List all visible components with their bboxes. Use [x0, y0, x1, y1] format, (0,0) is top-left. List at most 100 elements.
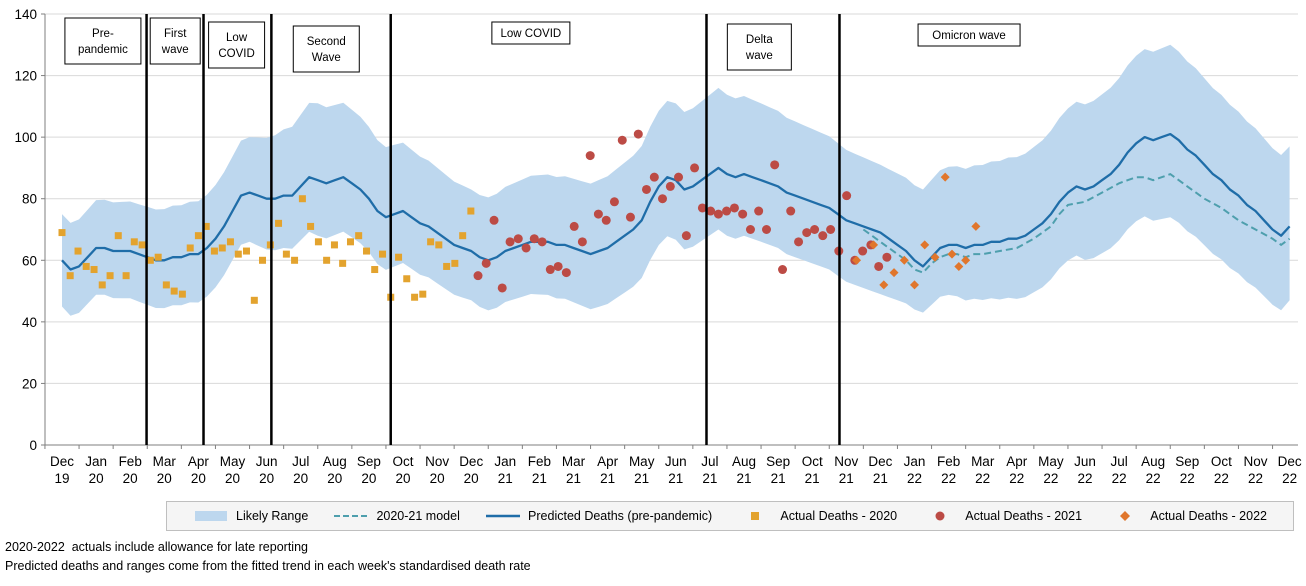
actual-2021-marker [674, 172, 684, 182]
y-tick-label: 40 [22, 315, 37, 330]
actual-2021-marker [826, 225, 836, 234]
x-tick-label: Jun 20 [256, 454, 278, 486]
actual-2021-marker [818, 231, 828, 241]
actual-2020-marker [82, 262, 90, 270]
actual-2020-marker [451, 259, 459, 267]
actual-2021-marker [569, 221, 579, 231]
period-label-box [208, 21, 266, 69]
legend-item: Actual Deaths - 2020 [737, 509, 897, 523]
actual-2020-marker [307, 222, 315, 230]
actual-2020-marker [330, 241, 338, 249]
actual-2020-marker [259, 256, 267, 264]
actual-2022-marker [869, 240, 879, 250]
x-tick-label: Dec 19 [50, 454, 74, 486]
actual-2021-marker [794, 237, 804, 247]
x-tick-label: Jun 22 [1074, 454, 1096, 486]
x-tick-label: Nov 21 [834, 454, 858, 486]
actual-2020-marker [202, 222, 210, 230]
period-label: Low COVID [218, 32, 254, 60]
actual-2021-marker [738, 209, 748, 219]
actual-2020-marker [58, 229, 66, 237]
actual-2020-marker [154, 253, 162, 261]
actual-2020-marker [411, 293, 419, 301]
actual-2020-marker [114, 232, 122, 240]
actual-2020-marker [162, 281, 170, 289]
x-tick-label: Oct 22 [1211, 454, 1232, 486]
actual-2020-marker [291, 256, 299, 264]
period-label: Second Wave [307, 36, 346, 64]
period-label: Omicron wave [932, 30, 1006, 42]
x-tick-label: Dec 20 [459, 454, 483, 486]
period-label-box [491, 21, 571, 45]
actual-2020-marker [90, 266, 98, 274]
x-tick-label: Jul 22 [1110, 454, 1127, 486]
actual-2020-marker [106, 272, 114, 280]
y-tick-label: 60 [22, 253, 37, 268]
x-tick-label: Jan 21 [494, 454, 516, 486]
period-label-box [64, 17, 142, 65]
actual-2022-marker [930, 252, 940, 262]
actual-2021-marker [633, 129, 643, 139]
actual-2021-marker [649, 172, 659, 182]
actual-2020-marker [314, 238, 322, 246]
actual-2021-marker [593, 209, 603, 219]
actual-2021-marker [770, 160, 780, 170]
legend-label: Actual Deaths - 2022 [1150, 509, 1267, 523]
actual-2021-marker [778, 265, 788, 275]
actual-2020-marker [371, 266, 379, 274]
x-tick-label: Apr 22 [1006, 454, 1028, 486]
x-tick-label: Jan 20 [85, 454, 107, 486]
actual-2020-marker [138, 241, 146, 249]
x-tick-label: Aug 20 [323, 454, 347, 486]
actual-2020-marker [379, 250, 387, 258]
x-tick-label: Mar 20 [153, 454, 177, 486]
actual-2020-marker [250, 296, 258, 304]
x-tick-label: May 21 [629, 454, 655, 486]
legend-label: Likely Range [236, 509, 309, 523]
square-legend-swatch-icon [751, 512, 760, 520]
actual-2021-marker [617, 135, 627, 145]
actual-2021-marker [745, 225, 755, 234]
actual-2021-marker [858, 246, 868, 256]
x-tick-label: Mar 21 [562, 454, 586, 486]
actual-2020-marker [427, 238, 435, 246]
actual-2021-marker [802, 228, 812, 238]
actual-2021-marker [577, 237, 587, 247]
dash-legend-swatch-icon [334, 515, 369, 517]
actual-2020-marker [282, 250, 290, 258]
actual-2021-marker [713, 209, 723, 219]
actual-2021-marker [481, 258, 491, 268]
x-tick-label: Mar 22 [971, 454, 995, 486]
x-tick-label: Aug 22 [1141, 454, 1165, 486]
legend: Likely Range 2020-21 model Predicted Death… [166, 501, 1294, 531]
legend-label: Actual Deaths - 2021 [965, 509, 1083, 523]
actual-2020-marker [234, 250, 242, 258]
actual-2021-marker [561, 268, 571, 278]
legend-item: Actual Deaths - 2022 [1107, 509, 1267, 523]
x-tick-label: Feb 21 [528, 454, 551, 486]
actual-2021-marker [641, 184, 651, 194]
legend-item: Actual Deaths - 2021 [922, 509, 1082, 523]
diamond-legend-swatch-icon [1120, 511, 1131, 521]
actual-2022-marker [954, 261, 964, 271]
x-tick-label: Feb 22 [937, 454, 960, 486]
actual-2021-marker [729, 203, 739, 213]
actual-2020-marker [395, 253, 403, 261]
period-label-box [917, 23, 1021, 47]
actual-2020-marker [435, 241, 443, 249]
actual-2020-marker [226, 238, 234, 246]
x-tick-label: Dec 22 [1278, 454, 1302, 486]
actual-2020-marker [298, 195, 306, 203]
actual-2022-marker [940, 172, 950, 182]
actual-2022-marker [889, 268, 899, 278]
actual-2021-marker [529, 234, 539, 244]
model-2020-21-line [862, 172, 1291, 274]
actual-2020-marker [459, 232, 467, 240]
footnote-line-1: 2020-2022 actuals include allowance for … [5, 540, 308, 554]
legend-label: 2020-21 model [376, 509, 460, 523]
y-tick-label: 120 [14, 69, 37, 84]
actual-2021-marker [690, 163, 700, 173]
x-tick-label: Nov 22 [1243, 454, 1267, 486]
actual-2020-marker [346, 238, 354, 246]
